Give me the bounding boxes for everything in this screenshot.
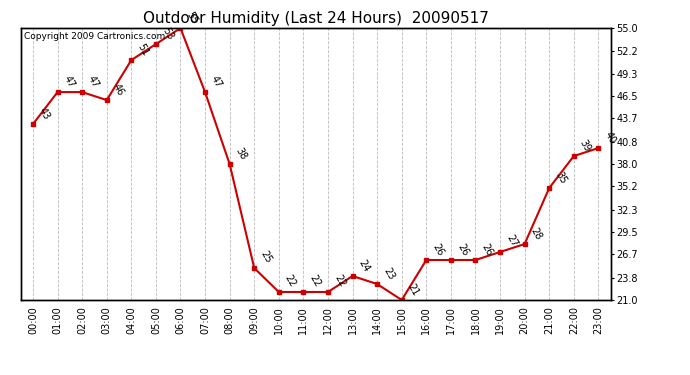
Text: 39: 39 bbox=[578, 138, 593, 153]
Text: 43: 43 bbox=[37, 106, 52, 121]
Text: 53: 53 bbox=[160, 26, 175, 41]
Text: 47: 47 bbox=[209, 74, 224, 89]
Text: 46: 46 bbox=[111, 82, 126, 98]
Text: 47: 47 bbox=[61, 74, 77, 89]
Text: 35: 35 bbox=[553, 170, 568, 185]
Text: 47: 47 bbox=[86, 74, 101, 89]
Text: 28: 28 bbox=[529, 225, 544, 241]
Text: 21: 21 bbox=[406, 282, 421, 297]
Text: 24: 24 bbox=[357, 258, 371, 273]
Text: 23: 23 bbox=[382, 266, 396, 281]
Text: 25: 25 bbox=[258, 249, 273, 265]
Text: 38: 38 bbox=[234, 146, 248, 161]
Text: 26: 26 bbox=[455, 242, 470, 257]
Text: 22: 22 bbox=[308, 273, 322, 289]
Text: Copyright 2009 Cartronics.com: Copyright 2009 Cartronics.com bbox=[23, 32, 165, 41]
Text: 22: 22 bbox=[332, 273, 347, 289]
Text: 51: 51 bbox=[135, 42, 150, 57]
Text: 55: 55 bbox=[185, 9, 199, 26]
Text: 40: 40 bbox=[602, 130, 618, 145]
Title: Outdoor Humidity (Last 24 Hours)  20090517: Outdoor Humidity (Last 24 Hours) 2009051… bbox=[143, 10, 489, 26]
Text: 27: 27 bbox=[504, 233, 519, 249]
Text: 26: 26 bbox=[480, 242, 495, 257]
Text: 22: 22 bbox=[283, 273, 298, 289]
Text: 26: 26 bbox=[431, 242, 445, 257]
